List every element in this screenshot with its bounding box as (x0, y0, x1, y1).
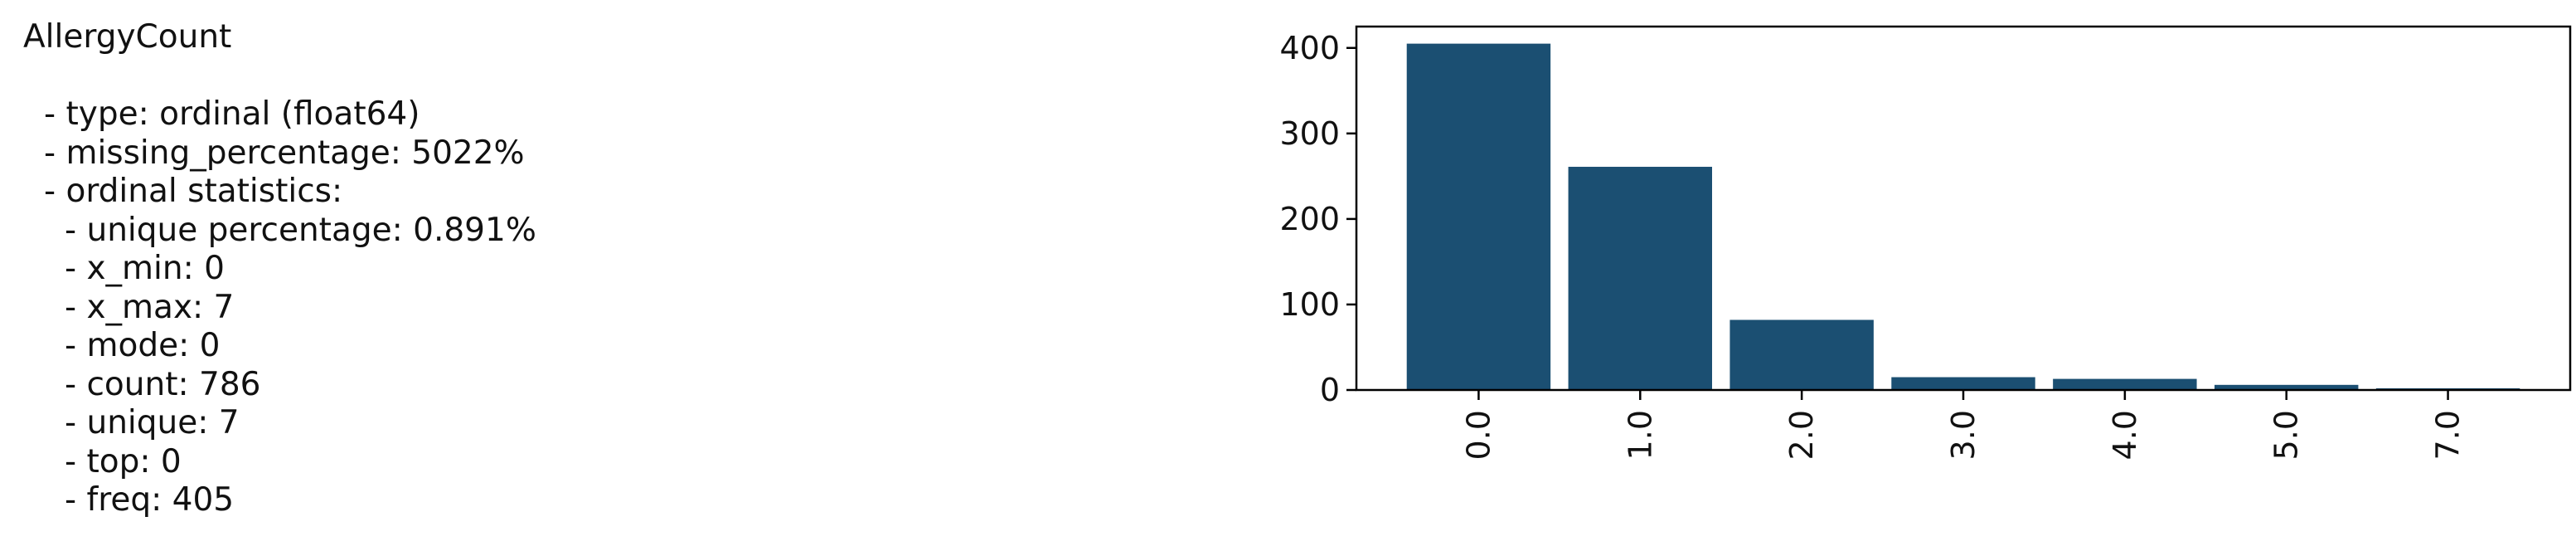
stats-panel: AllergyCount - type: ordinal (float64) - … (23, 18, 536, 520)
bar (1568, 167, 1712, 390)
stat-line: - mode: 0 (65, 327, 221, 364)
stat-line: - x_max: 7 (65, 288, 235, 326)
y-axis: 0 100 200 300 400 (1279, 30, 1356, 408)
stat-line: - top: 0 (65, 442, 182, 480)
bar (2053, 378, 2197, 390)
stat-line: - unique percentage: 0.891% (65, 211, 536, 249)
plot-frame (1355, 25, 2572, 392)
stat-line: - ordinal statistics: (44, 173, 343, 210)
stat-line: - freq: 405 (65, 481, 235, 519)
bars (1406, 43, 2520, 391)
y-tick-label: 0 (1320, 372, 1340, 408)
y-tick-label: 300 (1279, 115, 1340, 152)
x-tick-label: 4.0 (2107, 410, 2143, 460)
x-tick-label: 0.0 (1460, 410, 1497, 460)
y-tick-label: 100 (1279, 286, 1340, 323)
x-tick-label: 5.0 (2268, 410, 2305, 460)
stat-line: - x_min: 0 (65, 250, 225, 287)
x-tick-label: 2.0 (1783, 410, 1820, 460)
y-tick-label: 200 (1279, 201, 1340, 237)
x-tick-label: 3.0 (1945, 410, 1982, 460)
bar (2215, 384, 2359, 390)
stat-line: - missing_percentage: 5022% (44, 134, 525, 172)
stat-line: - unique: 7 (65, 404, 240, 441)
bar (1406, 43, 1551, 391)
bar (1729, 319, 1874, 390)
stat-line: - type: ordinal (float64) (44, 95, 420, 133)
y-tick-label: 400 (1279, 30, 1340, 66)
bar (1891, 377, 2035, 390)
stats-lines: - type: ordinal (float64) - missing_perce… (23, 95, 536, 520)
stat-line: - count: 786 (65, 365, 261, 403)
x-axis: 0.0 1.0 2.0 3.0 4.0 5.0 7.0 (1460, 390, 2467, 460)
x-tick-label: 1.0 (1622, 410, 1658, 460)
stats-title: AllergyCount (23, 18, 232, 56)
x-tick-label: 7.0 (2430, 410, 2467, 460)
